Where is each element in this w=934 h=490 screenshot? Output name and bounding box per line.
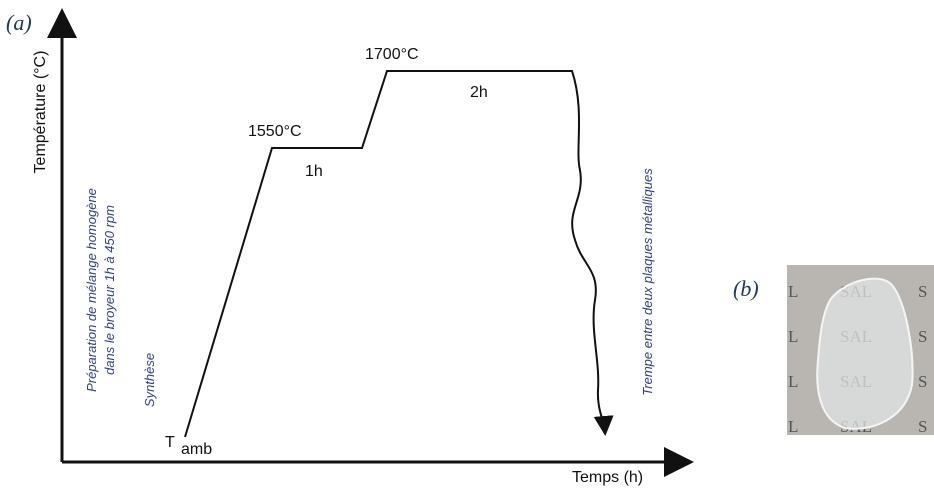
glass-sample <box>816 277 914 430</box>
step-duration: 2h <box>470 84 488 101</box>
stage-label: Synthèse <box>142 353 157 407</box>
photo-text-item: L <box>788 327 798 346</box>
photo-text-item: L <box>788 372 798 391</box>
step-temperature: 1700°C <box>365 46 419 63</box>
photo-text-item: S <box>918 417 927 436</box>
preparation-line: Préparation de mélange homogène <box>84 188 99 392</box>
thermal-profile <box>184 70 614 438</box>
preparation-line: dans le broyeur 1h à 450 rpm <box>102 205 117 375</box>
photo-text-item: S <box>918 327 927 346</box>
photo-text-item: L <box>788 282 798 301</box>
photo-text-item: S <box>918 282 927 301</box>
panel-label: (a) <box>6 10 32 35</box>
photo-text-item: L <box>788 417 798 436</box>
panel-label: (b) <box>733 276 759 301</box>
y-axis-label: Température (°C) <box>32 51 49 174</box>
step-duration: 1h <box>305 163 323 180</box>
start-subscript: amb <box>181 441 212 458</box>
start-symbol: T <box>165 434 175 451</box>
step-temperature: 1550°C <box>248 123 302 140</box>
x-axis-label: Temps (h) <box>572 469 643 486</box>
quench-label: Trempe entre deux plaques métalliques <box>640 168 655 396</box>
photo-text-item: S <box>918 372 927 391</box>
photo: LSALSLSALSLSALSLSALS <box>787 265 934 436</box>
